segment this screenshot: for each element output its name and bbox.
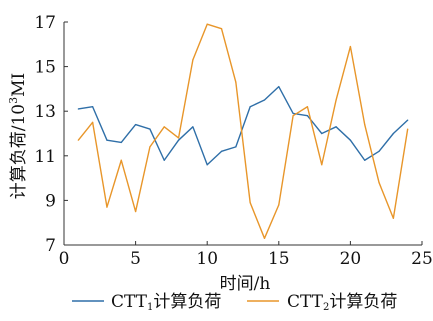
data-point-series-2 bbox=[135, 210, 137, 213]
data-point-series-1 bbox=[306, 115, 309, 117]
data-point-series-2 bbox=[278, 204, 280, 206]
series-line-2 bbox=[77, 23, 409, 240]
data-point-series-1 bbox=[120, 141, 122, 144]
data-point-series-1 bbox=[149, 128, 151, 130]
legend: CTT1计算负荷 CTT2计算负荷 bbox=[72, 292, 397, 313]
data-point-series-2 bbox=[206, 23, 208, 25]
x-tick-label: 10 bbox=[196, 249, 218, 269]
data-point-series-1 bbox=[292, 112, 294, 115]
data-point-series-1 bbox=[177, 139, 180, 141]
x-axis-ticks: 0 5 10 15 20 25 bbox=[59, 241, 433, 269]
y-axis-label: 计算负荷/103MI bbox=[7, 73, 29, 199]
data-point-series-2 bbox=[106, 206, 108, 208]
data-point-series-1 bbox=[220, 150, 223, 152]
data-point-series-2 bbox=[378, 181, 380, 184]
data-point-series-1 bbox=[392, 132, 394, 135]
data-point-series-1 bbox=[77, 108, 79, 110]
x-tick-label: 20 bbox=[340, 249, 362, 269]
data-point-series-1 bbox=[206, 164, 208, 166]
data-point-series-1 bbox=[192, 126, 194, 128]
data-point-series-1 bbox=[364, 159, 366, 161]
data-point-series-2 bbox=[349, 45, 351, 48]
data-point-series-1 bbox=[235, 146, 237, 148]
data-point-series-1 bbox=[349, 139, 351, 141]
data-point-series-2 bbox=[92, 121, 94, 123]
data-point-series-2 bbox=[335, 99, 337, 101]
data-point-series-2 bbox=[263, 237, 266, 239]
y-tick-label: 17 bbox=[34, 13, 56, 33]
y-tick-label: 13 bbox=[34, 102, 56, 122]
x-axis-label: 时间/h bbox=[220, 274, 271, 294]
x-tick-label: 25 bbox=[411, 249, 433, 269]
x-tick-label: 5 bbox=[130, 249, 141, 269]
data-point-series-1 bbox=[263, 99, 266, 101]
data-point-series-2 bbox=[149, 146, 151, 148]
data-point-series-2 bbox=[364, 123, 366, 126]
y-tick-label: 11 bbox=[34, 147, 56, 167]
y-tick-label: 7 bbox=[45, 236, 56, 256]
series-line-1 bbox=[78, 85, 409, 166]
data-point-series-2 bbox=[163, 126, 165, 128]
series-lines bbox=[77, 23, 409, 240]
data-point-series-2 bbox=[192, 59, 194, 61]
legend-label-2: CTT2计算负荷 bbox=[287, 292, 397, 313]
legend-label-1: CTT1计算负荷 bbox=[111, 292, 221, 313]
plot-frame bbox=[63, 22, 422, 246]
data-point-series-1 bbox=[321, 132, 323, 135]
data-point-series-2 bbox=[77, 139, 79, 141]
data-point-series-1 bbox=[135, 123, 137, 126]
data-point-series-2 bbox=[220, 28, 223, 30]
data-point-series-2 bbox=[392, 217, 394, 219]
data-point-series-2 bbox=[292, 115, 294, 117]
data-point-series-1 bbox=[106, 139, 108, 141]
x-tick-label: 15 bbox=[268, 249, 290, 269]
y-tick-label: 15 bbox=[34, 58, 56, 78]
data-point-series-2 bbox=[120, 159, 122, 161]
data-point-series-2 bbox=[306, 106, 309, 108]
data-point-series-2 bbox=[321, 164, 323, 166]
x-tick-label: 0 bbox=[59, 249, 70, 269]
y-tick-label: 9 bbox=[45, 191, 56, 211]
data-point-series-2 bbox=[249, 202, 251, 204]
data-point-series-1 bbox=[378, 150, 380, 152]
data-point-series-1 bbox=[335, 126, 337, 128]
data-point-series-2 bbox=[235, 81, 237, 83]
data-point-series-2 bbox=[407, 128, 409, 130]
data-point-series-1 bbox=[249, 106, 251, 108]
data-point-series-1 bbox=[163, 159, 165, 161]
data-point-series-2 bbox=[177, 137, 180, 139]
data-point-series-1 bbox=[407, 119, 409, 121]
data-point-series-1 bbox=[278, 86, 280, 88]
data-point-series-1 bbox=[92, 106, 94, 108]
y-axis-ticks: 7 9 11 13 15 17 bbox=[34, 13, 68, 256]
